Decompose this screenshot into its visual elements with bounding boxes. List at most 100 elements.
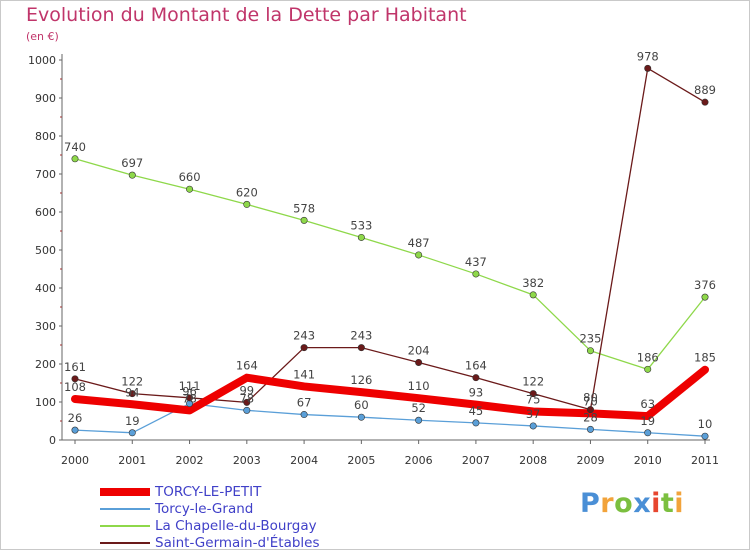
data-point xyxy=(529,390,537,398)
data-label: 235 xyxy=(579,332,601,346)
x-tick-label: 2011 xyxy=(691,454,719,467)
data-label: 45 xyxy=(469,404,484,418)
data-label: 26 xyxy=(68,411,83,425)
data-label: 243 xyxy=(350,329,372,343)
x-tick-label: 2006 xyxy=(405,454,433,467)
series-line-3 xyxy=(74,67,706,411)
data-label: 67 xyxy=(297,396,312,410)
data-point xyxy=(128,390,136,398)
legend-swatch xyxy=(100,508,150,510)
data-point xyxy=(586,425,594,433)
data-point xyxy=(701,98,709,106)
data-label: 204 xyxy=(408,343,430,357)
series-line-2 xyxy=(74,158,706,370)
data-label: 52 xyxy=(411,401,426,415)
data-label: 122 xyxy=(121,375,143,389)
data-label: 740 xyxy=(64,140,86,154)
data-label: 93 xyxy=(469,386,484,400)
series-markers xyxy=(71,64,709,440)
data-label: 164 xyxy=(465,359,487,373)
x-tick-label: 2009 xyxy=(576,454,604,467)
logo-letter: o xyxy=(614,488,634,519)
data-label: 533 xyxy=(350,218,372,232)
y-tick-label: 0 xyxy=(49,434,56,447)
data-label: 19 xyxy=(640,414,655,428)
data-point xyxy=(300,411,308,419)
data-label: 185 xyxy=(694,351,716,365)
data-label: 37 xyxy=(526,407,541,421)
data-point xyxy=(243,406,251,414)
data-point xyxy=(529,422,537,430)
data-label: 164 xyxy=(236,359,258,373)
legend-label: Torcy-le-Grand xyxy=(155,501,254,517)
x-tick-label: 2001 xyxy=(118,454,146,467)
data-label: 110 xyxy=(408,379,430,393)
logo-letter: P xyxy=(580,488,601,519)
y-tick-label: 1000 xyxy=(28,54,56,67)
x-tick-label: 2002 xyxy=(176,454,204,467)
y-tick-label: 300 xyxy=(35,320,56,333)
data-label: 75 xyxy=(526,393,541,407)
legend-item: TORCY-LE-PETIT xyxy=(100,484,360,501)
data-label: 80 xyxy=(583,391,598,405)
data-label: 60 xyxy=(354,398,369,412)
data-label: 63 xyxy=(640,397,655,411)
legend-item: La Chapelle-du-Bourgay xyxy=(100,518,360,535)
data-label: 141 xyxy=(293,367,315,381)
data-point xyxy=(300,216,308,224)
logo-letter: x xyxy=(633,488,652,519)
data-point xyxy=(701,432,709,440)
data-label: 437 xyxy=(465,255,487,269)
data-point xyxy=(300,344,308,352)
legend-label: TORCY-LE-PETIT xyxy=(155,484,262,500)
data-label: 161 xyxy=(64,360,86,374)
logo-letter: i xyxy=(651,488,661,519)
data-point xyxy=(71,375,79,383)
data-label: 122 xyxy=(522,375,544,389)
x-tick-label: 2010 xyxy=(634,454,662,467)
data-label: 126 xyxy=(350,373,372,387)
data-point xyxy=(472,419,480,427)
data-label: 96 xyxy=(182,385,197,399)
proxiti-logo: Proxiti xyxy=(580,488,684,519)
legend-label: La Chapelle-du-Bourgay xyxy=(155,518,317,534)
data-point xyxy=(357,233,365,241)
legend-swatch xyxy=(100,525,150,527)
data-label: 78 xyxy=(239,391,254,405)
data-point xyxy=(586,347,594,355)
data-point xyxy=(415,251,423,259)
data-label: 660 xyxy=(179,170,201,184)
data-label: 243 xyxy=(293,329,315,343)
y-tick-label: 500 xyxy=(35,244,56,257)
data-label: 108 xyxy=(64,380,86,394)
data-point xyxy=(415,416,423,424)
legend-label: Saint-Germain-d'Étables xyxy=(155,535,320,551)
y-tick-label: 900 xyxy=(35,92,56,105)
x-tick-label: 2005 xyxy=(347,454,375,467)
data-label: 578 xyxy=(293,201,315,215)
legend-item: Torcy-le-Grand xyxy=(100,501,360,518)
data-point xyxy=(644,64,652,72)
series-lines xyxy=(71,67,709,437)
data-point xyxy=(186,185,194,193)
data-point xyxy=(586,406,594,414)
legend-swatch xyxy=(100,488,150,496)
data-label: 487 xyxy=(408,236,430,250)
logo-letter: r xyxy=(600,488,615,519)
data-point xyxy=(186,394,194,402)
y-tick-label: 100 xyxy=(35,396,56,409)
data-label: 186 xyxy=(637,350,659,364)
x-tick-label: 2008 xyxy=(519,454,547,467)
x-tick-label: 2004 xyxy=(290,454,318,467)
x-tick-label: 2000 xyxy=(61,454,89,467)
data-label: 382 xyxy=(522,276,544,290)
unit-label: (en €) xyxy=(26,30,59,43)
y-tick-label: 200 xyxy=(35,358,56,371)
data-point xyxy=(472,374,480,382)
data-point xyxy=(128,171,136,179)
data-point xyxy=(472,270,480,278)
legend-swatch xyxy=(100,542,150,544)
